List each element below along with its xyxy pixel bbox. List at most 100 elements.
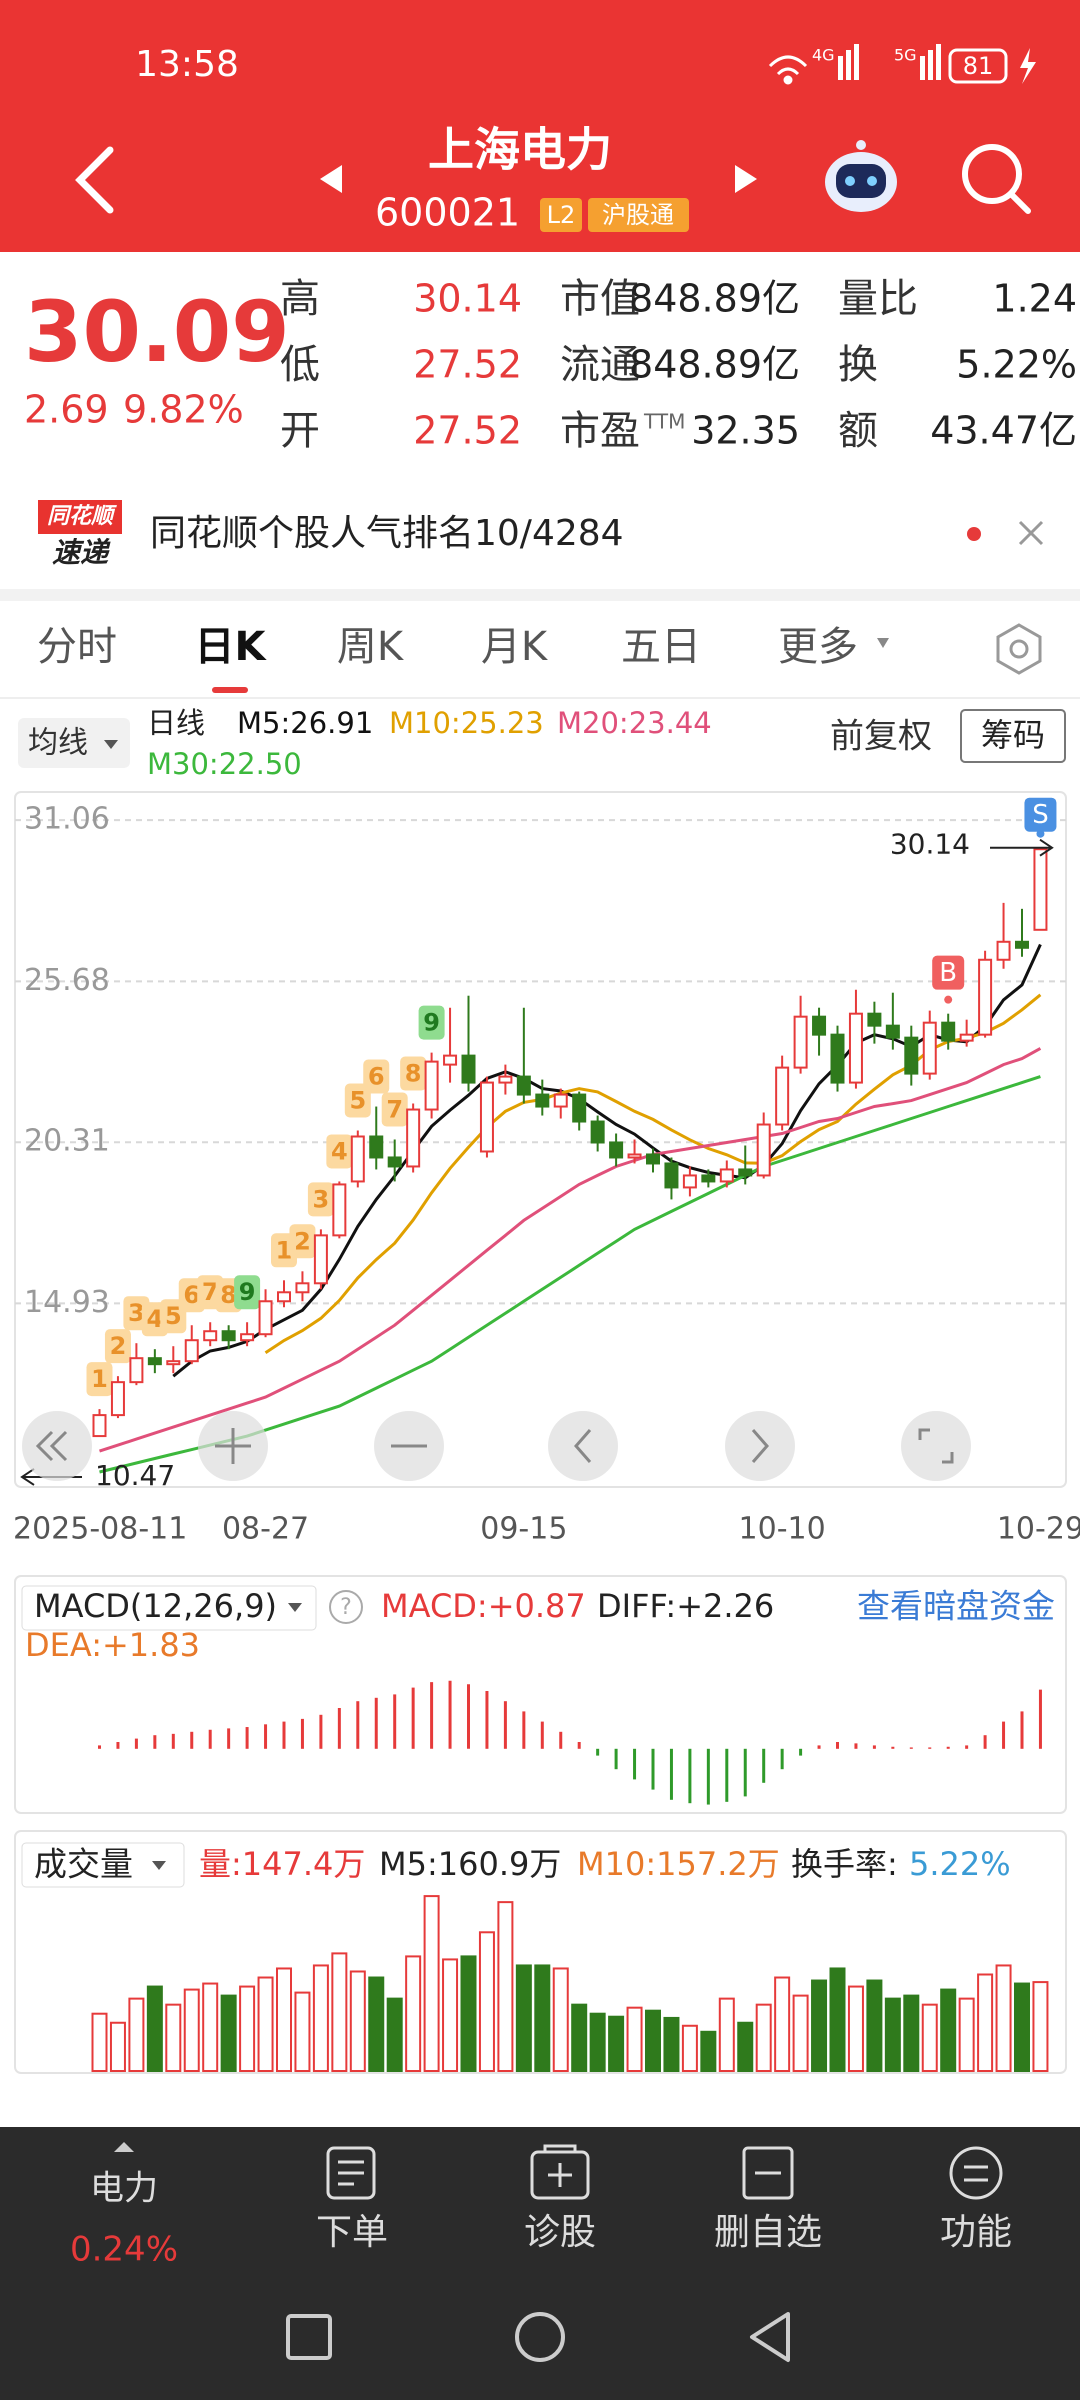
td-label: 1 (276, 1236, 293, 1264)
candle-body (369, 1135, 384, 1159)
candle-body (775, 1066, 790, 1126)
td-label: 1 (91, 1365, 108, 1393)
candle-body (535, 1093, 550, 1108)
candle-body (221, 1330, 236, 1342)
stat-value: 848.89亿 (629, 277, 800, 321)
candle-body (332, 1183, 347, 1237)
volume-bar (497, 1901, 514, 2072)
candle-body (166, 1360, 181, 1366)
tab[interactable]: 月K (481, 624, 549, 670)
volume-bar (995, 1964, 1012, 2072)
volume-bar (165, 2003, 182, 2072)
volume-bar (589, 2012, 606, 2072)
nav-label[interactable]: 诊股 (524, 2212, 596, 2253)
volume-bar (737, 2021, 754, 2072)
nav-label[interactable]: 删自选 (714, 2212, 822, 2253)
volume-bar (718, 1997, 735, 2072)
fullscreen[interactable] (901, 1411, 971, 1481)
macd-selector[interactable] (21, 1585, 317, 1631)
settings[interactable] (996, 623, 1042, 675)
volume-bar (811, 1979, 828, 2072)
quick-name[interactable]: 电力 (90, 2169, 158, 2209)
candle-body (553, 1093, 568, 1108)
candle-body (867, 1012, 882, 1027)
scroll-right[interactable] (725, 1411, 795, 1481)
tab[interactable]: 更多 (778, 624, 858, 670)
nav-label[interactable]: 下单 (316, 2212, 388, 2253)
candle-body (590, 1120, 605, 1144)
chips-button[interactable] (960, 709, 1066, 763)
nav-label[interactable]: 功能 (940, 2212, 1012, 2253)
td-label: 6 (368, 1063, 385, 1091)
td-badge (234, 1275, 261, 1310)
close-banner[interactable] (1018, 520, 1044, 546)
dark-pool-link[interactable]: 查看暗盘资金 (857, 1587, 1055, 1626)
help-icon[interactable] (329, 1590, 363, 1624)
volume-chart (91, 1895, 1049, 2073)
badge-label: 沪股通 (602, 201, 674, 229)
tab[interactable]: 日K (195, 624, 268, 670)
adjust-mode[interactable]: 前复权 (830, 717, 932, 757)
candle-body (406, 1108, 421, 1168)
candle-body (203, 1330, 218, 1342)
candle-body (682, 1174, 697, 1189)
volume-bar (405, 1955, 422, 2072)
shrink-button[interactable] (22, 1411, 92, 1481)
tab[interactable]: 周K (337, 624, 405, 670)
volume-bar (977, 1973, 994, 2072)
volume-bar (368, 1976, 385, 2072)
stat-label: 换 (838, 342, 878, 388)
signal-dot (944, 995, 953, 1004)
td-badge (363, 1059, 390, 1094)
candle-body (738, 1168, 753, 1177)
robot-icon[interactable] (825, 140, 897, 212)
tab[interactable]: 分时 (37, 624, 117, 670)
ma-selector[interactable] (18, 718, 130, 768)
banner[interactable] (0, 478, 1080, 589)
volume-bar (349, 1970, 366, 2072)
net-label: 4G (812, 46, 835, 65)
volume-bar (220, 1994, 237, 2072)
candle-body (1033, 848, 1048, 931)
back[interactable] (750, 2312, 790, 2362)
stat-value: 43.47亿 (930, 409, 1077, 453)
volume-bar (460, 1955, 477, 2072)
signal-badge (1024, 797, 1057, 832)
logo-bottom: 速递 (52, 536, 111, 569)
stat-label: 量比 (838, 276, 918, 322)
candle-body (646, 1153, 660, 1165)
volume-bar (645, 2009, 661, 2072)
search-button[interactable] (962, 144, 1031, 214)
back-button[interactable] (75, 146, 114, 214)
candle-body (885, 1024, 900, 1039)
volume-bar (257, 1976, 274, 2072)
x-tick-label: 08-27 (222, 1512, 309, 1547)
scroll-left[interactable] (548, 1411, 618, 1481)
y-tick-label: 20.31 (24, 1124, 110, 1159)
volume-selector-label: 成交量 (34, 1845, 133, 1884)
x-tick-label: 09-15 (480, 1512, 567, 1547)
home[interactable] (515, 2312, 565, 2362)
ma-line (172, 943, 1042, 1378)
macd-selector-label: MACD(12,26,9) (34, 1587, 277, 1625)
prev-stock[interactable] (320, 165, 342, 193)
stat-label: 流通 (560, 342, 640, 388)
volume-bar (681, 2024, 698, 2072)
price-change: 2.69 (24, 388, 109, 432)
caret (152, 1861, 166, 1870)
candle-body (904, 1036, 919, 1075)
chips-label: 筹码 (981, 716, 1045, 754)
volume-m10: M10:157.2万 (577, 1845, 780, 1883)
next-stock[interactable] (735, 165, 757, 193)
candle-body (479, 1081, 494, 1153)
bottom-nav (0, 2127, 1080, 2400)
volume-selector[interactable] (21, 1842, 185, 1888)
recents[interactable] (286, 2314, 332, 2360)
logo-top: 同花顺 (47, 504, 117, 529)
volume-bar (128, 1997, 145, 2072)
ma-legend-item: M5:26.91 (237, 706, 373, 740)
y-tick-label: 14.93 (24, 1285, 110, 1320)
volume-bar (884, 1997, 901, 2072)
tab[interactable]: 五日 (621, 624, 701, 670)
volume-bar (1014, 1982, 1030, 2072)
